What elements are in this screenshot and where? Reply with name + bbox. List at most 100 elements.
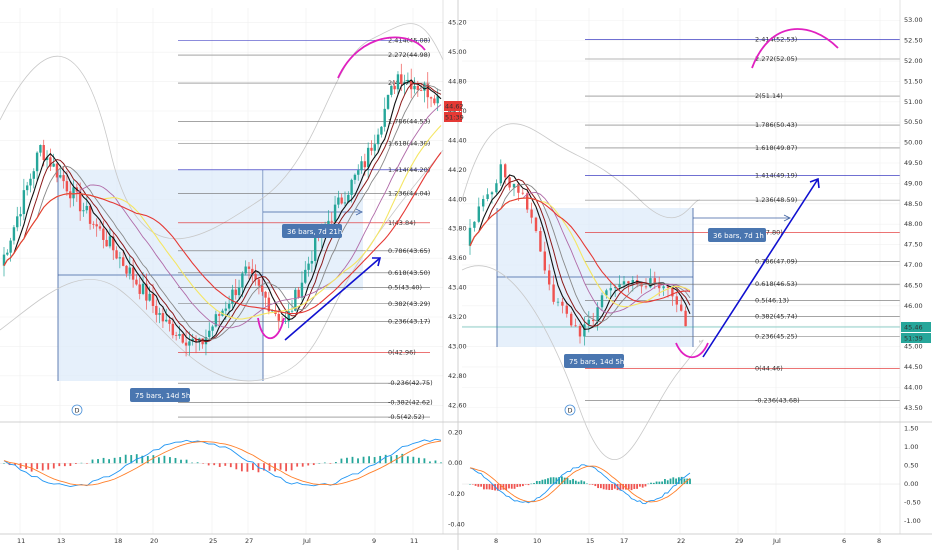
- x-tick-label: 8: [494, 537, 498, 545]
- candle-body: [39, 145, 42, 153]
- candle-body: [65, 181, 69, 192]
- y-tick-label: 52.00: [904, 57, 923, 65]
- candle-body: [181, 334, 184, 343]
- candle-body: [290, 310, 294, 312]
- candle-body: [482, 198, 485, 207]
- y-tick-label: 50.00: [904, 139, 923, 147]
- macd-histogram-bar: [524, 484, 527, 485]
- macd-histogram-bar: [14, 463, 16, 465]
- lower-band: [0, 149, 444, 382]
- right-range-label-2: 36 bars, 7d 1h: [713, 232, 764, 240]
- macd-histogram-bar: [483, 484, 485, 490]
- candle-body: [393, 85, 396, 90]
- y-tick-label: 44.00: [904, 383, 923, 391]
- macd-histogram-bar: [235, 463, 238, 470]
- macd-histogram-bar: [538, 481, 541, 485]
- macd-histogram-bar: [563, 477, 566, 485]
- macd-histogram-bar: [480, 484, 483, 487]
- candle-body: [227, 303, 231, 309]
- macd-histogram-bar: [334, 462, 337, 464]
- right-last-price: 45.46: [904, 324, 923, 332]
- candle-body: [214, 314, 218, 327]
- macd-histogram-bar: [296, 463, 299, 467]
- candle-body: [155, 305, 158, 315]
- candle-body: [671, 287, 674, 297]
- candle-body: [141, 283, 145, 294]
- candle-body: [429, 97, 433, 99]
- right-projection-arrow: [702, 178, 819, 358]
- macd-histogram-bar: [613, 484, 616, 489]
- x-tick-label: 6: [842, 537, 846, 545]
- macd-histogram-bar: [666, 480, 669, 485]
- y-tick-label: 43.00: [448, 342, 467, 350]
- macd-histogram-bar: [547, 478, 549, 485]
- candle-body: [578, 325, 582, 337]
- range-labels: 75 bars, 14d 5h 36 bars, 7d 21h 75 bars, 1…: [130, 101, 931, 402]
- macd-histogram-bar: [97, 459, 99, 464]
- candle-body: [512, 183, 516, 188]
- candle-body: [600, 295, 604, 308]
- candle-body: [592, 319, 595, 322]
- macd-histogram-bar: [440, 462, 442, 464]
- candle-body: [627, 281, 630, 284]
- macd-tick-label: -0.40: [448, 520, 465, 528]
- candle-body: [257, 279, 261, 286]
- fib-label: 2(51.14): [755, 92, 783, 100]
- macd-histogram-bar: [412, 456, 415, 464]
- y-tick-label: 44.50: [904, 363, 923, 371]
- macd-histogram-bar: [577, 481, 580, 485]
- candle-body: [304, 269, 307, 283]
- candle-body: [165, 319, 168, 322]
- candle-body: [436, 96, 439, 104]
- candle-body: [178, 334, 181, 336]
- macd-histogram-bar: [499, 484, 502, 490]
- macd-histogram-bar: [502, 484, 505, 490]
- candle-body: [543, 251, 546, 271]
- candle-body: [78, 191, 82, 212]
- left-bottom-arc: [257, 317, 285, 339]
- y-tick-label: 43.50: [904, 404, 923, 412]
- macd-histogram-bar: [474, 484, 477, 486]
- macd-histogram-bar: [661, 481, 664, 485]
- candle-body: [138, 284, 141, 294]
- macd-histogram-bar: [558, 477, 561, 485]
- candle-body: [330, 220, 333, 222]
- fib-label: 1(47.80): [755, 228, 783, 236]
- candle-body: [247, 266, 251, 269]
- macd-histogram-bar: [686, 478, 689, 485]
- macd-histogram-bar: [180, 459, 182, 464]
- macd-histogram-bar: [429, 461, 431, 464]
- macd-histogram-bar: [240, 463, 243, 472]
- macd-histogram-bar: [169, 457, 171, 464]
- macd-tick-label: 1.00: [904, 443, 918, 451]
- macd-histogram-bar: [52, 463, 55, 469]
- x-tick-label: 13: [57, 537, 65, 545]
- candle-body: [370, 147, 373, 151]
- macd-histogram-bar: [683, 478, 686, 485]
- macd-histogram-bar: [351, 456, 354, 464]
- macd-histogram-bar: [224, 463, 227, 466]
- macd-histogram-bar: [263, 463, 265, 471]
- x-tick-label: 22: [677, 537, 685, 545]
- x-tick-label: 25: [209, 537, 217, 545]
- right-bottom-arc: [675, 342, 709, 359]
- candle-body: [128, 267, 132, 274]
- x-tick-label: 8: [877, 537, 881, 545]
- candle-body: [131, 267, 135, 280]
- y-tick-label: 42.80: [448, 372, 467, 380]
- candle-body: [343, 202, 347, 204]
- fib-label: -0.5(42.52): [388, 413, 424, 421]
- ema-mid-line: [3, 83, 442, 343]
- macd-histogram-bar: [491, 484, 494, 490]
- macd-histogram-bar: [58, 463, 61, 467]
- left-range-box-1: [58, 170, 263, 381]
- macd-histogram-bar: [485, 484, 488, 490]
- d-marker-circle-right: [564, 404, 576, 416]
- fib-label: 2.272(52.05): [755, 55, 797, 63]
- signal-line: [469, 465, 691, 503]
- macd-histogram-bar: [586, 483, 588, 485]
- ma-red-line: [3, 152, 442, 315]
- candle-body: [666, 286, 670, 288]
- candle-body: [357, 170, 360, 175]
- macd-histogram-bar: [530, 483, 533, 485]
